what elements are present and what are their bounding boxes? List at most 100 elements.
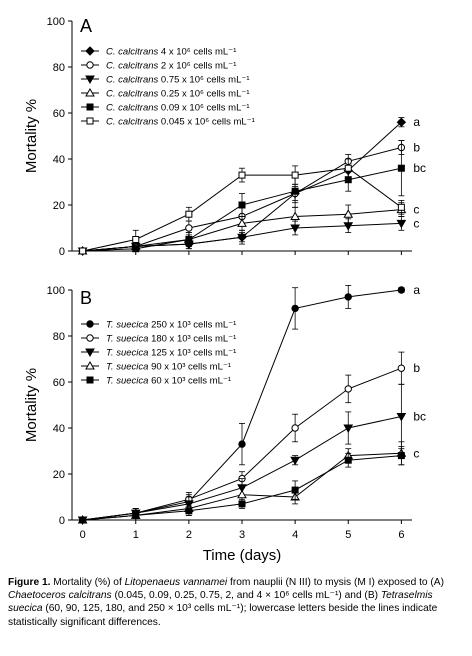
panel-label: B [80,288,92,308]
legend-concentration: 125 x 10³ cells mL⁻¹ [151,348,236,359]
y-tick-label: 40 [53,154,65,166]
y-tick-label: 100 [47,285,65,297]
caption-text-2: from nauplii (N III) to mysis (M I) expo… [227,577,444,588]
data-point [291,171,299,179]
legend-marker [86,320,94,328]
data-point [396,219,407,229]
series-4: c [77,202,419,255]
y-axis-label: Mortality % [23,368,40,442]
data-point [79,247,87,255]
data-point [397,286,406,294]
x-tick-label: 4 [292,529,298,541]
data-point [291,486,299,494]
data-point [291,304,299,313]
legend-species: T. suecica [106,320,151,331]
caption-species-a: Chaetoceros calcitrans [8,590,112,602]
caption-species-main: Litopenaeus vannamei [124,577,228,588]
y-tick-label: 80 [53,62,65,74]
legend-concentration: 4 x 10⁶ cells mL⁻¹ [161,47,236,58]
legend-species: T. suecica [106,334,151,345]
x-tick-label: 5 [345,529,351,541]
significance-label: bc [413,410,426,424]
data-point [343,424,354,434]
legend: C. calcitrans 4 x 10⁶ cells mL⁻¹C. calci… [81,46,255,128]
y-tick-label: 0 [59,246,65,258]
y-tick-label: 0 [59,515,65,527]
series-4: c [77,441,419,524]
data-point [344,456,352,464]
data-point [132,236,140,243]
caption-species-b: Tetraselmis suecica [8,590,433,615]
legend-marker [85,75,95,85]
legend-entry: T. suecica 125 x 10³ cells mL⁻¹ [106,348,236,359]
legend-entry: C. calcitrans 0.75 x 10⁶ cells mL⁻¹ [106,75,250,86]
data-point [185,236,193,243]
data-point [397,364,406,372]
panel-b-chart: 0 20 40 60 80 100 0 1 2 3 4 5 6 Mortality % Time (days… [23,283,426,564]
legend-marker [85,87,95,97]
caption-text-1: Mortality (%) of [50,577,125,588]
caption-text-4: (60, 90, 125, 180, and 250 × 10³ cells m… [8,603,438,628]
y-tick-label: 100 [47,16,65,28]
legend: T. suecica 250 x 10³ cells mL⁻¹T. suecic… [81,320,236,387]
x-tick-label: 1 [133,529,139,541]
y-tick-label: 80 [53,331,65,343]
data-point [397,452,405,460]
legend-species: T. suecica [106,376,151,387]
legend-concentration: 0.75 x 10⁶ cells mL⁻¹ [161,75,250,86]
legend-marker [85,46,95,56]
series-1: a [77,115,420,256]
legend-marker [86,117,94,125]
legend-species: C. calcitrans [106,117,161,128]
data-point [344,164,352,172]
y-tick-label: 60 [53,377,65,389]
data-point [237,218,247,227]
data-point [238,440,246,448]
figure-caption: Figure 1. Mortality (%) of Litopenaeus v… [8,576,464,629]
legend-entry: T. suecica 90 x 10³ cells mL⁻¹ [106,362,231,373]
legend-species: C. calcitrans [106,75,161,86]
significance-label: c [413,216,419,230]
legend-entry: C. calcitrans 0.25 x 10⁶ cells mL⁻¹ [106,89,250,100]
legend-concentration: 90 x 10³ cells mL⁻¹ [151,362,231,373]
legend-species: T. suecica [106,362,151,373]
legend-species: C. calcitrans [106,61,161,72]
legend-species: T. suecica [106,348,151,359]
data-point [396,117,407,127]
data-point [396,413,407,422]
legend-entry: T. suecica 250 x 10³ cells mL⁻¹ [106,320,236,331]
legend-marker [86,376,94,384]
data-point [185,224,193,232]
x-tick-label: 2 [186,529,192,541]
y-tick-label: 20 [53,469,65,481]
caption-label: Figure 1. [8,577,51,588]
y-axis-label: Mortality % [23,99,40,173]
legend-marker [85,360,95,370]
significance-label: a [413,115,420,129]
significance-label: bc [413,161,426,175]
significance-label: a [413,283,420,297]
data-point [344,293,352,301]
significance-label: c [413,203,419,217]
y-tick-label: 40 [53,423,65,435]
legend-entry: C. calcitrans 2 x 10⁶ cells mL⁻¹ [106,61,236,72]
legend-concentration: 60 x 10³ cells mL⁻¹ [151,376,231,387]
significance-label: c [413,446,419,460]
y-tick-label: 20 [53,200,65,212]
caption-text-3: (0.045, 0.09, 0.25, 0.75, 2, and 4 × 10⁶… [111,590,381,602]
legend-species: C. calcitrans [106,103,161,114]
data-point [185,507,193,515]
data-point [238,201,246,209]
legend-entry: T. suecica 180 x 10³ cells mL⁻¹ [106,334,236,345]
data-point [185,210,193,218]
data-point [238,500,246,508]
legend-concentration: 180 x 10³ cells mL⁻¹ [151,334,236,345]
legend-concentration: 2 x 10⁶ cells mL⁻¹ [161,61,236,72]
series-6 [79,158,405,255]
legend-entry: C. calcitrans 0.09 x 10⁶ cells mL⁻¹ [106,103,250,114]
legend-entry: T. suecica 60 x 10³ cells mL⁻¹ [106,376,231,387]
data-point [79,516,87,524]
data-point [291,187,299,195]
x-axis-label: Time (days) [203,547,282,564]
